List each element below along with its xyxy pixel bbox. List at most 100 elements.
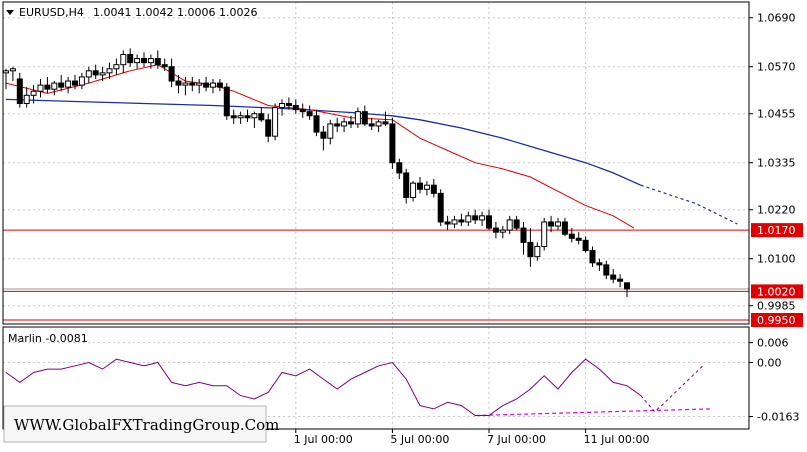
bear-candle-body [389, 123, 396, 164]
candle [37, 78, 44, 98]
main-grid [3, 2, 749, 324]
bear-candle-body [527, 241, 534, 258]
candle [106, 62, 113, 79]
candle [458, 213, 465, 227]
level-price-label: 1.0170 [757, 224, 796, 237]
bear-candle-body [596, 262, 603, 266]
time-tick-label: 11 Jul 00:00 [584, 433, 650, 446]
price-tick-label: 1.0455 [757, 108, 796, 121]
bear-candle-body [127, 53, 134, 64]
candle [16, 72, 23, 108]
price-tick-label: 0.9985 [757, 300, 796, 313]
dropdown-arrow-icon[interactable] [6, 10, 14, 15]
candle [451, 215, 458, 229]
bull-candle-body [51, 82, 58, 90]
bear-candle-body [589, 250, 596, 264]
bull-candle-body [106, 68, 113, 74]
bull-candle-body [534, 245, 541, 258]
candle [85, 66, 92, 84]
bull-candle-body [113, 64, 120, 70]
price-axis: 1.0690 1.0570 1.0455 1.0335 1.0220 1.0100 0.99… [749, 12, 796, 313]
candle [437, 189, 444, 227]
price-tick-label: 1.0220 [757, 204, 796, 217]
bear-candle-body [230, 115, 237, 119]
candle [513, 215, 520, 231]
candle [520, 221, 527, 255]
candle [354, 107, 361, 129]
bear-candle-body [72, 80, 78, 86]
candle [430, 179, 437, 198]
candle [327, 119, 334, 145]
candle [575, 232, 582, 245]
bear-candle-body [16, 78, 23, 104]
candle [23, 87, 30, 108]
candle [534, 242, 541, 261]
candle [320, 125, 327, 151]
bear-candle-body [575, 237, 582, 241]
candle [182, 76, 189, 96]
slow-moving-average-line [5, 98, 642, 186]
candle [58, 74, 65, 92]
candle [65, 76, 72, 94]
candle [203, 76, 210, 92]
bear-candle-body [348, 121, 354, 125]
bear-candle-body [444, 221, 451, 225]
candle [30, 85, 37, 104]
bull-candle-body [196, 82, 203, 86]
bear-candle-body [492, 227, 499, 233]
watermark-banner: WWW.GlobalFXTradingGroup.Com [3, 405, 279, 443]
candle [272, 103, 279, 141]
candle [603, 260, 610, 280]
candle [410, 181, 417, 202]
time-tick-label: 5 Jul 00:00 [390, 433, 449, 446]
bear-candle-body [313, 115, 320, 133]
bull-candle-body [182, 82, 189, 86]
bull-candle-body [465, 215, 472, 223]
candle [92, 64, 99, 79]
bear-candle-body [548, 221, 555, 227]
time-tick-label: 7 Jul 00:00 [487, 433, 546, 446]
candle [610, 268, 617, 284]
bear-candle-body [417, 182, 423, 190]
bear-candle-body [458, 219, 465, 223]
bear-candle-body [285, 102, 292, 107]
bear-candle-body [568, 233, 575, 239]
bear-candle-body [617, 278, 624, 282]
price-tick-label: 1.0570 [757, 61, 796, 74]
candle [499, 226, 506, 239]
horizontal-levels [3, 229, 749, 321]
bull-candle-body [272, 107, 279, 137]
candle [382, 111, 389, 126]
indicator-tick-label: 0.00 [757, 357, 782, 370]
bear-candle-body [154, 58, 161, 66]
bear-candle-body [382, 121, 389, 125]
candle [230, 109, 237, 124]
bear-candle-body [175, 80, 182, 86]
bull-candle-body [99, 72, 106, 76]
candle [244, 109, 251, 122]
marlin-projection-line [640, 365, 704, 413]
bear-candle-body [361, 111, 368, 125]
bear-candle-body [513, 219, 520, 229]
candle [189, 76, 196, 92]
bear-candle-body [437, 192, 444, 223]
candle [72, 74, 78, 90]
candle [389, 117, 396, 169]
candle [51, 81, 58, 96]
bear-candle-body [306, 111, 313, 117]
bear-candle-body [216, 82, 223, 88]
bull-candle-body [30, 90, 37, 96]
bear-candle-body [472, 215, 479, 221]
bear-candle-body [582, 239, 589, 252]
bear-candle-body [265, 119, 272, 137]
bear-candle-body [203, 82, 210, 88]
bear-candle-body [244, 115, 251, 119]
bear-candle-body [430, 184, 437, 194]
candle [237, 111, 244, 124]
candle [589, 246, 596, 267]
price-tick-label: 1.0690 [757, 12, 796, 25]
bull-candle-body [147, 58, 154, 64]
candle [134, 54, 141, 69]
